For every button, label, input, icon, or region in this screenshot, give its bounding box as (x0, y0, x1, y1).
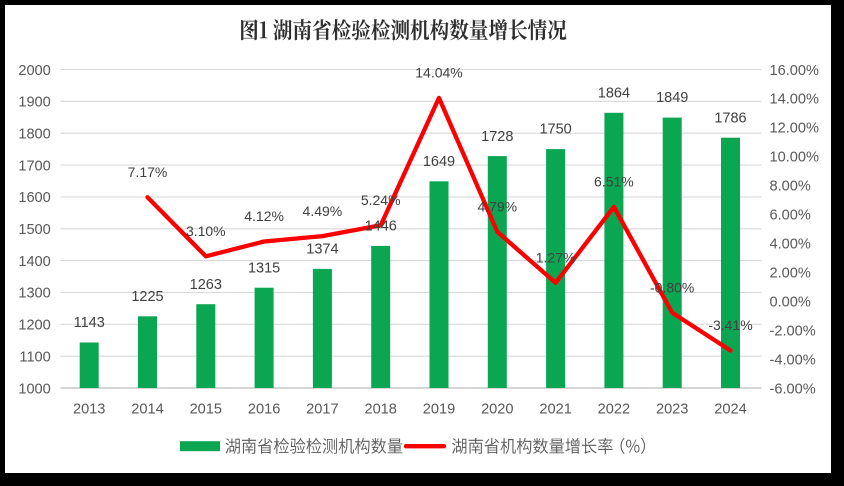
svg-text:1300: 1300 (18, 286, 50, 302)
svg-text:-6.00%: -6.00% (770, 381, 816, 397)
svg-text:1374: 1374 (306, 242, 338, 258)
svg-text:12.00%: 12.00% (770, 121, 820, 137)
svg-text:1900: 1900 (18, 95, 50, 111)
svg-text:14.00%: 14.00% (770, 92, 820, 108)
svg-text:2022: 2022 (598, 401, 630, 417)
svg-text:2024: 2024 (714, 401, 746, 417)
svg-text:2020: 2020 (481, 401, 513, 417)
svg-text:1100: 1100 (19, 349, 50, 365)
svg-text:-0.80%: -0.80% (650, 279, 694, 295)
svg-text:-2.00%: -2.00% (770, 323, 816, 339)
svg-text:10.00%: 10.00% (770, 150, 820, 166)
svg-text:1864: 1864 (598, 85, 630, 101)
svg-text:4.12%: 4.12% (244, 208, 284, 224)
svg-text:1800: 1800 (18, 127, 50, 143)
svg-text:2021: 2021 (539, 401, 571, 417)
svg-text:2015: 2015 (190, 401, 222, 417)
svg-text:1600: 1600 (18, 190, 50, 206)
svg-text:2000: 2000 (18, 63, 50, 79)
svg-text:1400: 1400 (18, 254, 50, 270)
svg-text:6.00%: 6.00% (770, 208, 811, 224)
svg-text:1728: 1728 (481, 129, 513, 145)
svg-text:1143: 1143 (74, 315, 105, 331)
svg-text:1200: 1200 (18, 318, 50, 334)
svg-text:14.04%: 14.04% (415, 65, 462, 81)
svg-text:3.10%: 3.10% (186, 223, 226, 239)
svg-text:16.00%: 16.00% (770, 63, 820, 79)
svg-text:-4.00%: -4.00% (770, 352, 816, 368)
svg-text:0.00%: 0.00% (770, 294, 811, 310)
svg-text:1750: 1750 (539, 122, 571, 138)
svg-text:2.00%: 2.00% (770, 265, 811, 281)
svg-text:1000: 1000 (18, 381, 50, 397)
svg-text:1700: 1700 (18, 158, 50, 174)
svg-text:2014: 2014 (131, 401, 163, 417)
svg-text:1.27%: 1.27% (536, 250, 576, 266)
svg-text:4.00%: 4.00% (770, 237, 811, 253)
svg-text:6.51%: 6.51% (594, 174, 634, 190)
svg-text:2017: 2017 (306, 401, 338, 417)
svg-text:-3.41%: -3.41% (708, 317, 752, 333)
svg-text:1786: 1786 (714, 110, 746, 126)
svg-text:2013: 2013 (73, 401, 105, 417)
svg-text:1263: 1263 (190, 277, 222, 293)
svg-text:7.17%: 7.17% (128, 164, 168, 180)
svg-text:5.24%: 5.24% (361, 192, 401, 208)
svg-text:1225: 1225 (131, 289, 163, 305)
svg-text:1649: 1649 (423, 154, 455, 170)
svg-text:1446: 1446 (365, 219, 397, 235)
svg-text:1315: 1315 (248, 260, 280, 276)
svg-text:1500: 1500 (18, 222, 50, 238)
svg-text:2023: 2023 (656, 401, 688, 417)
svg-text:4.79%: 4.79% (477, 199, 517, 215)
svg-text:2019: 2019 (423, 401, 455, 417)
svg-text:4.49%: 4.49% (303, 203, 343, 219)
svg-text:1849: 1849 (656, 90, 688, 106)
svg-text:2018: 2018 (364, 401, 396, 417)
svg-text:8.00%: 8.00% (770, 179, 811, 195)
svg-text:2016: 2016 (248, 401, 280, 417)
